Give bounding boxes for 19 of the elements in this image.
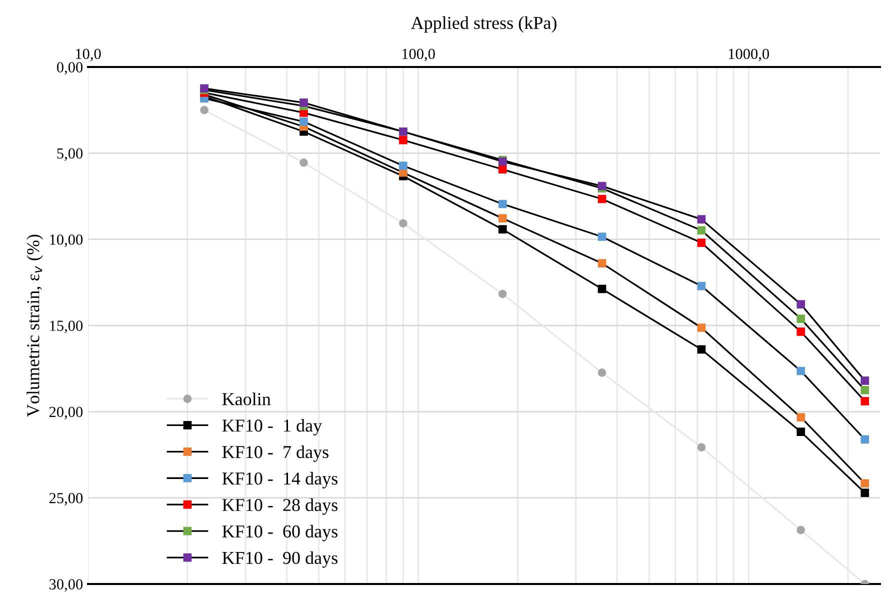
x-axis-title: Applied stress (kPa) (410, 16, 556, 33)
x-tick-label: 100,0 (402, 48, 435, 62)
y-axis-title: Volumetric strain, ε$_{v}$ (%) (26, 234, 43, 417)
y-tick-label: 10,00 (50, 234, 83, 247)
y-tick-label: 0,00 (56, 62, 83, 75)
y-tick-label: 30,00 (49, 579, 83, 592)
y-tick-label: 25,00 (49, 492, 83, 506)
x-tick-label: 10,0 (76, 48, 101, 62)
legend-label: KF10 - 60 days (222, 524, 338, 542)
legend-label: KF10 - 28 days (222, 498, 338, 515)
legend-label: KF10 - 7 days (222, 445, 328, 462)
legend-label: KF10 - 1 day (222, 419, 322, 436)
legend-label: KF10 - 14 days (222, 472, 338, 488)
y-tick-label: 20,00 (49, 406, 83, 420)
x-tick-label: 1000,0 (728, 48, 769, 62)
legend-label: KF10 - 90 days (222, 551, 338, 568)
legend-label: Kaolin (222, 392, 271, 406)
y-tick-label: 5,00 (57, 148, 83, 161)
y-tick-label: 15,00 (50, 320, 83, 334)
